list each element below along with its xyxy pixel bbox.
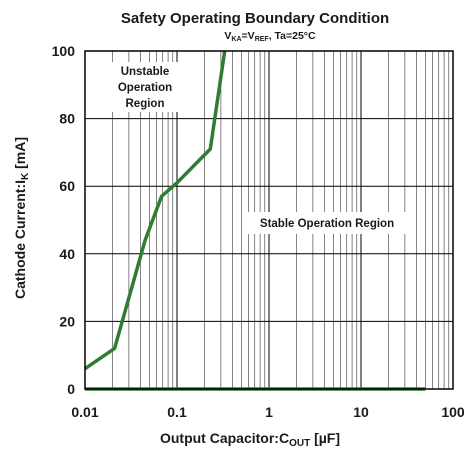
unstable-region-label: Region [126,98,165,110]
y-tick-label: 20 [59,313,75,329]
stable-region-label: Stable Operation Region [260,218,394,230]
subtitle-v1: V [224,30,231,42]
chart-title: Safety Operating Boundary Condition [121,10,389,27]
x-axis-label-sub: OUT [289,438,310,449]
y-tick-label: 0 [67,381,75,397]
stable-region-label-bg [243,212,411,234]
plot-frame [84,50,454,390]
x-axis-label-unit: [µF] [310,430,340,446]
y-tick-label: 100 [52,43,76,59]
x-axis-label-main: Output Capacitor:C [160,430,289,446]
y-tick-label: 80 [59,111,75,127]
region-annotations: Unstable Operation Region Stable Operation … [112,62,411,234]
x-axis-label: Output Capacitor:COUT [µF] [160,430,340,449]
unstable-region-label: Operation [118,82,172,94]
unstable-region-label-bg [112,62,178,112]
y-axis-label-unit: [mA] [12,137,28,173]
y-axis-label: Cathode Current:IK [mA] [12,137,31,299]
subtitle-v1-sub: KA [231,36,241,43]
x-tick-label: 0.1 [167,404,187,420]
subtitle-eq: =V [242,30,255,42]
x-tick-label: 0.01 [71,404,98,420]
x-tick-label: 10 [353,404,369,420]
y-tick-label: 60 [59,178,75,194]
subtitle-rest: , Ta=25°C [269,30,316,42]
subtitle-v2-sub: REF [255,36,270,43]
boundary-line [84,50,227,371]
chart-subtitle: VKA=VREF, Ta=25°C [224,30,316,43]
y-tick-labels: 0 20 40 60 80 100 [52,43,76,397]
x-tick-labels: 0.01 0.1 1 10 100 [71,404,465,420]
y-axis-label-sub: K [20,172,31,180]
y-axis-label-main: Cathode Current:I [12,180,28,299]
y-tick-label: 40 [59,246,75,262]
unstable-region-label: Unstable [121,66,170,78]
x-tick-label: 100 [441,404,465,420]
x-tick-label: 1 [265,404,273,420]
